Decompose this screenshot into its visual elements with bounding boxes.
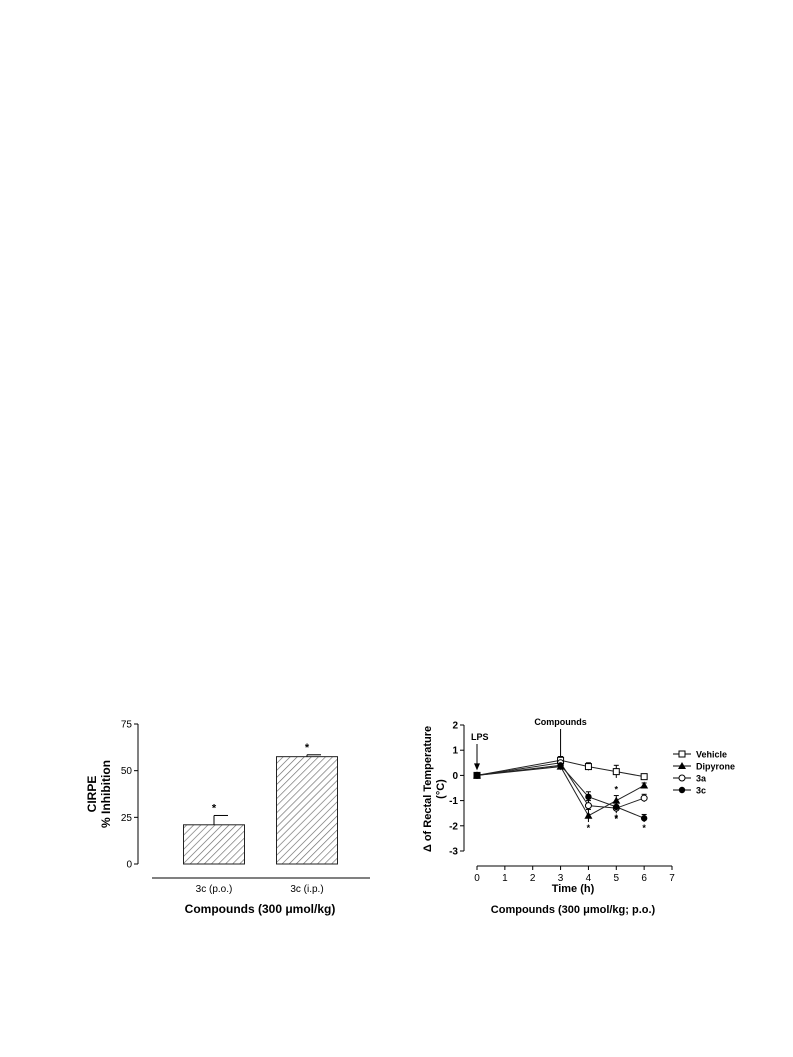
line-significance-label: * (642, 823, 646, 833)
bar-significance-label: * (212, 802, 217, 814)
line-significance-label: * (587, 823, 591, 833)
legend-label: 3a (696, 774, 707, 784)
line-point (557, 762, 564, 769)
line-x-tick-label: 6 (641, 873, 647, 884)
legend-label: Dipyrone (696, 762, 735, 772)
line-y-tick-label: 2 (452, 721, 458, 732)
line-point (584, 763, 592, 771)
line-point (678, 786, 686, 794)
line-annotation-label: Compounds (534, 717, 587, 727)
line-point (640, 781, 649, 789)
line-point (640, 794, 648, 802)
line-annotation-label: LPS (471, 732, 489, 742)
line-point (585, 793, 592, 801)
line-y-tick-label: 1 (452, 746, 458, 757)
line-point (678, 762, 686, 769)
legend-label: Vehicle (696, 750, 727, 760)
line-point (612, 768, 620, 776)
bar-y-tick-label: 50 (121, 766, 133, 777)
line-xlabel: Time (h) (552, 883, 595, 895)
line-x-tick-label: 3 (558, 873, 564, 884)
line-y-tick-label: -2 (449, 821, 458, 832)
bar-ylabel-line1: CIRPE (85, 776, 99, 813)
bar-xlabel: Compounds (300 μmol/kg) (185, 902, 336, 916)
line-x-tick-label: 4 (586, 873, 592, 884)
line-y-tick-label: -3 (449, 847, 458, 858)
line-significance-label: * (587, 812, 591, 822)
bar-significance-label: * (305, 742, 310, 754)
line-significance-label: * (615, 813, 619, 823)
line-ylabel-line2: (°C) (435, 779, 447, 799)
bar-y-tick-label: 0 (126, 860, 132, 871)
line-point (612, 796, 621, 804)
line-point (678, 774, 686, 782)
line-point (613, 803, 620, 811)
bar-y-tick-label: 25 (121, 813, 133, 824)
bar-category-label: 3c (p.o.) (196, 884, 233, 895)
line-point (473, 772, 481, 779)
line-significance-label: * (615, 785, 619, 795)
line-x-tick-label: 0 (474, 873, 480, 884)
line-x-tick-label: 1 (502, 873, 508, 884)
bar-category-label: 3c (i.p.) (290, 884, 323, 895)
line-point (640, 773, 648, 781)
line-significance-label: * (615, 814, 619, 824)
bar (276, 756, 338, 865)
line-significance-label: * (642, 783, 646, 793)
legend-label: 3c (696, 786, 706, 796)
line-x-tick-label: 7 (669, 873, 675, 884)
line-y-tick-label: -1 (449, 796, 458, 807)
line-y-tick-label: 0 (452, 771, 458, 782)
line-point (584, 811, 593, 819)
line-point (584, 802, 592, 810)
line-point (640, 815, 648, 822)
bar-ylabel-line2: % Inhibition (99, 760, 113, 828)
line-x-tick-label: 2 (530, 873, 536, 884)
line-x-tick-label: 5 (614, 873, 620, 884)
line-xlabel-2: Compounds (300 μmol/kg; p.o.) (491, 904, 656, 916)
bar-y-tick-label: 75 (121, 720, 133, 731)
line-point (678, 750, 686, 758)
line-ylabel-line1: Δ of Rectal Temperature (422, 726, 434, 852)
line-annotation-arrowhead (474, 763, 480, 771)
